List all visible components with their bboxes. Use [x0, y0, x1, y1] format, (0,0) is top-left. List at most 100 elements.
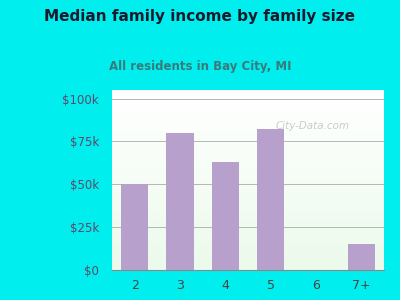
Bar [112, 95, 384, 97]
Bar [112, 108, 384, 110]
Bar [112, 263, 384, 265]
Bar [112, 106, 384, 108]
Bar [112, 236, 384, 238]
Bar [112, 205, 384, 207]
Bar [112, 92, 384, 94]
Bar [112, 265, 384, 266]
Bar [112, 97, 384, 99]
Bar [112, 256, 384, 257]
Bar [112, 193, 384, 194]
Text: City-Data.com: City-Data.com [275, 121, 349, 131]
Bar [112, 112, 384, 113]
Bar [112, 203, 384, 205]
Bar [112, 207, 384, 209]
Bar [112, 149, 384, 151]
Bar [112, 218, 384, 220]
Bar [112, 140, 384, 142]
Bar [112, 268, 384, 270]
Bar [112, 103, 384, 104]
Bar [112, 153, 384, 155]
Bar [112, 117, 384, 119]
Bar [121, 184, 148, 270]
Bar [112, 229, 384, 230]
Bar [112, 151, 384, 153]
Bar [112, 133, 384, 135]
Bar [112, 104, 384, 106]
Text: All residents in Bay City, MI: All residents in Bay City, MI [109, 60, 291, 73]
Bar [112, 221, 384, 223]
Bar [112, 144, 384, 146]
Bar [112, 212, 384, 214]
Bar [112, 175, 384, 176]
Bar [112, 173, 384, 175]
Bar [112, 247, 384, 248]
Bar [112, 142, 384, 144]
Bar [112, 187, 384, 189]
Bar [112, 180, 384, 182]
Bar [112, 162, 384, 164]
Bar [112, 254, 384, 256]
Bar [112, 137, 384, 139]
Bar [112, 257, 384, 259]
Bar [112, 232, 384, 234]
Bar [112, 209, 384, 211]
Bar [112, 164, 384, 166]
Bar [112, 243, 384, 245]
Bar [112, 126, 384, 128]
Bar [112, 148, 384, 149]
Bar [112, 113, 384, 115]
Bar [112, 176, 384, 178]
Bar [112, 250, 384, 252]
Bar [112, 220, 384, 221]
Bar [112, 160, 384, 162]
Bar [112, 225, 384, 227]
Bar [112, 248, 384, 250]
Bar [112, 158, 384, 160]
Bar [112, 252, 384, 254]
Bar [112, 157, 384, 158]
Bar [112, 146, 384, 148]
Bar [112, 189, 384, 191]
Bar [112, 119, 384, 121]
Bar [257, 129, 284, 270]
Bar [112, 239, 384, 241]
Bar [112, 259, 384, 261]
Bar [112, 245, 384, 247]
Bar [212, 162, 239, 270]
Bar [166, 133, 194, 270]
Bar [112, 198, 384, 200]
Bar [112, 94, 384, 95]
Bar [112, 155, 384, 157]
Bar [112, 115, 384, 117]
Bar [112, 227, 384, 229]
Bar [348, 244, 375, 270]
Bar [112, 200, 384, 202]
Bar [112, 178, 384, 180]
Bar [112, 169, 384, 171]
Bar [112, 214, 384, 216]
Bar [112, 185, 384, 187]
Bar [112, 124, 384, 126]
Bar [112, 238, 384, 239]
Bar [112, 99, 384, 101]
Bar [112, 121, 384, 122]
Bar [112, 266, 384, 268]
Bar [112, 122, 384, 124]
Bar [112, 171, 384, 173]
Bar [112, 234, 384, 236]
Bar [112, 191, 384, 193]
Bar [112, 194, 384, 196]
Bar [112, 135, 384, 137]
Bar [112, 223, 384, 225]
Bar [112, 261, 384, 263]
Bar [112, 230, 384, 232]
Bar [112, 130, 384, 131]
Bar [112, 166, 384, 167]
Bar [112, 139, 384, 140]
Bar [112, 202, 384, 203]
Bar [112, 216, 384, 218]
Bar [112, 101, 384, 103]
Bar [112, 90, 384, 92]
Text: Median family income by family size: Median family income by family size [44, 9, 356, 24]
Bar [112, 184, 384, 185]
